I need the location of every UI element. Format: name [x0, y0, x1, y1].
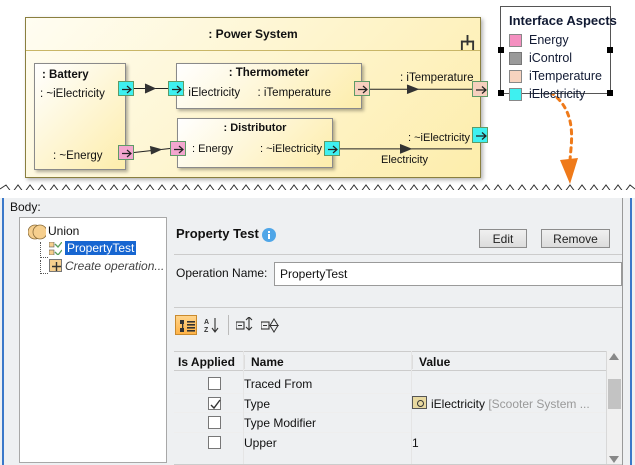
svg-text:Electricity: Electricity — [381, 154, 429, 166]
svg-text:: ~iElectricity: : ~iElectricity — [408, 132, 471, 144]
svg-text:A: A — [204, 319, 209, 326]
svg-text:: iTemperature: : iTemperature — [400, 72, 474, 84]
svg-text:Z: Z — [204, 327, 209, 334]
